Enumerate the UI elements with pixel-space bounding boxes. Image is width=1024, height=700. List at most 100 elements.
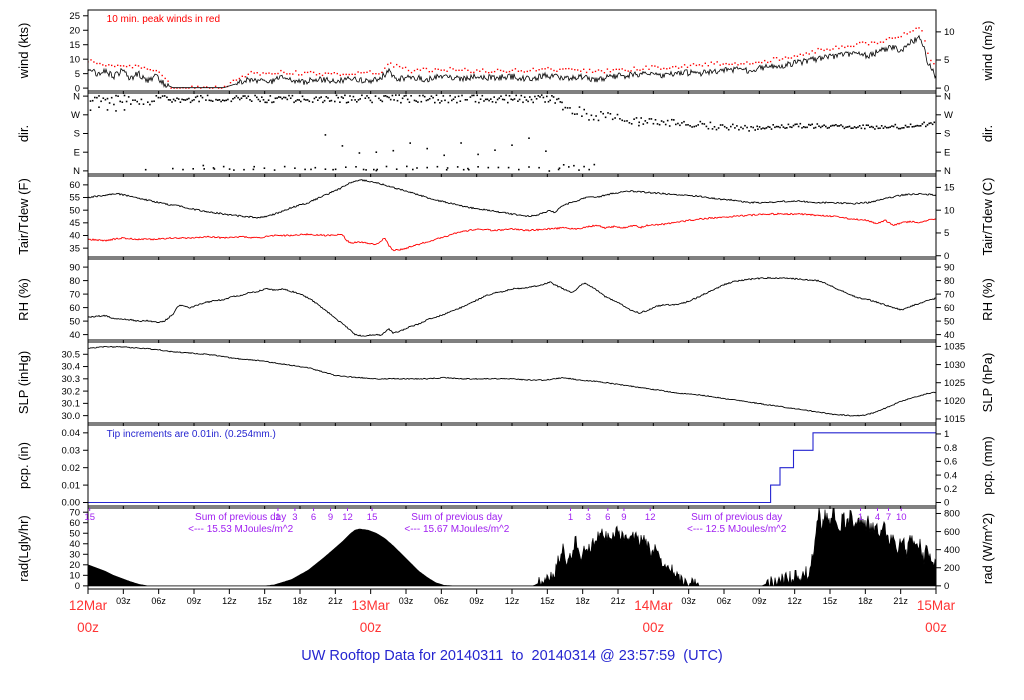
rad-ytick-left: 0: [75, 581, 80, 592]
dir-ytick-right: N: [944, 91, 951, 102]
hour-label: 12z: [505, 596, 520, 606]
rh-ytick-right: 40: [944, 330, 955, 341]
wind-right-axis-label: wind (m/s): [980, 21, 995, 82]
rad-ytick-left: 50: [69, 528, 80, 539]
day-label-hour: 00z: [360, 620, 382, 635]
panel-rad-data: [88, 508, 936, 587]
day-label: 14Mar: [634, 598, 673, 613]
dir-left-axis-label: dir.: [16, 125, 31, 142]
rad-annotation: <--- 15.67 MJoules/m^2: [404, 524, 509, 535]
temp-ytick-left: 35: [69, 243, 80, 254]
rh-ytick-left: 90: [69, 262, 80, 273]
pcp-ytick-left: 0.02: [62, 463, 81, 474]
panel-wind: 0 5 10 15 20 25 0 5 10 wind (kts) wind (m/s) 10 min…: [16, 9, 995, 94]
series-tdew: [88, 212, 936, 252]
rad-ytick-left: 40: [69, 539, 80, 550]
rad-ytick-left: 30: [69, 549, 80, 560]
rh-ytick-right: 90: [944, 262, 955, 273]
dir-ytick-left: N: [73, 166, 80, 177]
temp-ytick-left: 55: [69, 193, 80, 204]
slp-ytick-right: 1025: [944, 378, 965, 389]
dir-right-axis-label: dir.: [980, 125, 995, 142]
pcp-ytick-right: 0.4: [944, 470, 957, 481]
rad-cumulative-label: 7: [886, 512, 891, 523]
day-label-hour: 00z: [77, 620, 99, 635]
rh-right-axis-label: RH (%): [980, 278, 995, 321]
wind-left-axis-label: wind (kts): [16, 23, 31, 80]
temp-ytick-left: 50: [69, 205, 80, 216]
rad-cumulative-label: 1: [858, 512, 863, 523]
slp-ytick-left: 30.2: [62, 386, 81, 397]
x-axis-labels: 03z 06z 09z 12z 15z 18z 21z 03z 06z 09z 12z 15z 18z 2…: [69, 596, 956, 635]
series-tair: [88, 179, 936, 219]
wind-ytick-left: 0: [75, 83, 80, 94]
dir-ytick-left: S: [74, 129, 80, 140]
temp-ytick-left: 60: [69, 180, 80, 191]
series-wind-average: [88, 34, 936, 89]
rad-cumulative-label: 3: [586, 512, 591, 523]
rad-cumulative-label: 9: [328, 512, 333, 523]
rad-cumulative-label: 12: [342, 512, 353, 523]
series-slp: [88, 346, 936, 417]
wind-ytick-right: 10: [944, 27, 955, 38]
panel-rh-data: [88, 276, 936, 337]
temp-right-axis-label: Tair/Tdew (C): [980, 177, 995, 255]
wind-annotation: 10 min. peak winds in red: [107, 14, 220, 25]
rad-ytick-right: 800: [944, 509, 960, 520]
slp-ytick-left: 30.4: [62, 362, 81, 373]
slp-ytick-left: 30.3: [62, 374, 81, 385]
rad-cumulative-label: 9: [621, 512, 626, 523]
hour-label: 12z: [222, 596, 237, 606]
rad-ytick-left: 20: [69, 560, 80, 571]
figure-title: UW Rooftop Data for 20140311 to 20140314…: [301, 648, 723, 664]
day-label-hour: 00z: [642, 620, 664, 635]
pcp-ytick-left: 0.00: [62, 498, 81, 509]
rad-ytick-left: 60: [69, 518, 80, 529]
rh-ytick-right: 80: [944, 276, 955, 287]
rh-ytick-right: 70: [944, 289, 955, 300]
day-label: 12Mar: [69, 598, 108, 613]
slp-ytick-right: 1030: [944, 360, 965, 371]
panel-slp-data: [88, 346, 936, 417]
rh-ytick-right: 60: [944, 303, 955, 314]
series-direction-scatter: [89, 94, 936, 172]
dir-ytick-right: S: [944, 129, 950, 140]
hour-label: 15z: [823, 596, 838, 606]
rad-cumulative-label: 4: [875, 512, 880, 523]
rad-cumulative-label: 12: [645, 512, 656, 523]
rad-cumulative-label: 15: [367, 512, 378, 523]
pcp-ytick-right: 1: [944, 429, 949, 440]
temp-ytick-right: 15: [944, 183, 955, 194]
rad-ytick-right: 400: [944, 545, 960, 556]
dir-ytick-right: N: [944, 166, 951, 177]
rad-cumulative-label: 1: [568, 512, 573, 523]
rad-cumulative-label: 6: [605, 512, 610, 523]
rad-cumulative-label: 10: [896, 512, 907, 523]
panel-temp-data: [88, 179, 936, 252]
rad-ytick-left: 70: [69, 507, 80, 518]
pcp-ytick-right: 0.6: [944, 457, 957, 468]
panel-wind-data: [88, 27, 936, 89]
rh-left-axis-label: RH (%): [16, 278, 31, 321]
rad-annotation: Sum of previous day: [195, 512, 286, 523]
slp-ytick-left: 30.1: [62, 399, 81, 410]
rad-cumulative-label: 15: [84, 512, 95, 523]
hour-label: 12z: [787, 596, 802, 606]
pcp-ytick-right: 0: [944, 498, 949, 509]
wind-ytick-left: 10: [69, 54, 80, 65]
dir-ytick-left: E: [74, 147, 80, 158]
dir-ytick-left: W: [71, 110, 80, 121]
rad-annotation: Sum of previous day: [411, 512, 502, 523]
hour-label: 03z: [116, 596, 131, 606]
rh-ytick-left: 80: [69, 276, 80, 287]
hour-label: 06z: [434, 596, 449, 606]
rad-cumulative-label: 3: [292, 512, 297, 523]
wind-ytick-right: 5: [944, 55, 949, 66]
rad-ytick-right: 0: [944, 581, 949, 592]
pcp-right-axis-label: pcp. (mm): [980, 436, 995, 495]
hour-label: 06z: [151, 596, 166, 606]
rad-ytick-right: 600: [944, 527, 960, 538]
hour-label: 06z: [717, 596, 732, 606]
